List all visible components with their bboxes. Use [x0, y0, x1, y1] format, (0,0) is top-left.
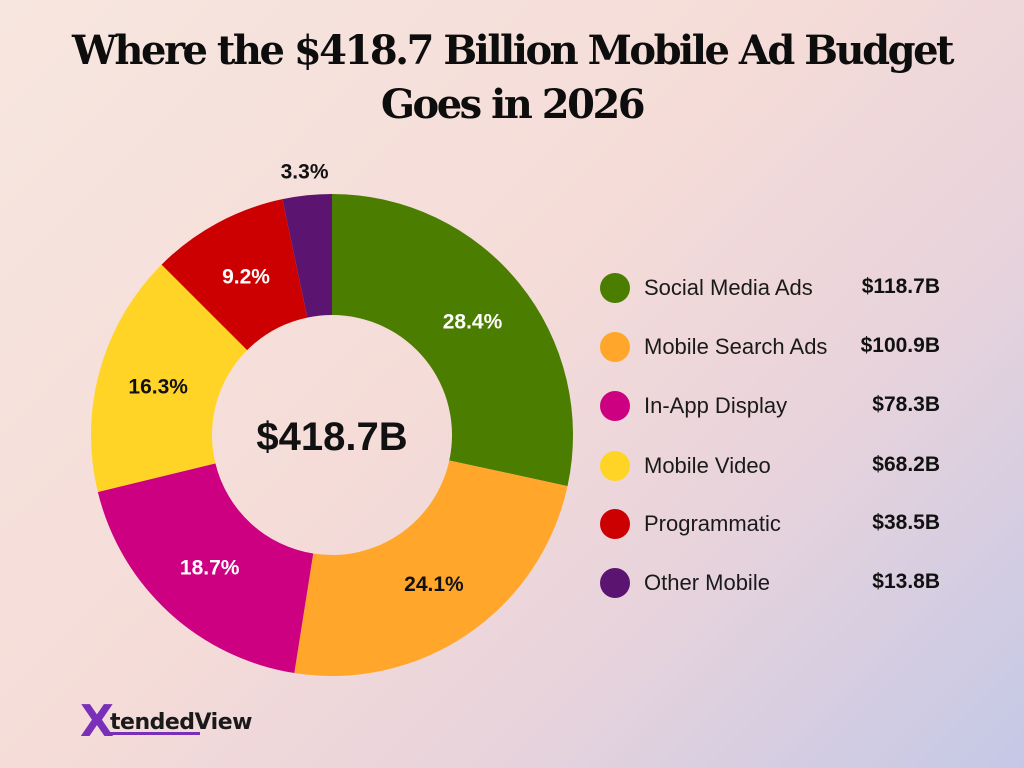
- legend-swatch: [600, 568, 630, 598]
- legend-amount: $78.3B: [872, 393, 940, 416]
- center-total-label: $418.7B: [256, 415, 407, 459]
- legend-amount: $13.8B: [872, 570, 940, 593]
- slice-percent-label: 3.3%: [281, 160, 329, 183]
- legend-item: Mobile Search Ads $100.9B: [600, 326, 980, 366]
- legend-swatch: [600, 451, 630, 481]
- slice-percent-label: 18.7%: [180, 557, 240, 580]
- donut-slice-mobile-video: [91, 264, 248, 492]
- donut-slice-social-media-ads: [332, 194, 573, 487]
- legend-item: Programmatic $38.5B: [600, 503, 980, 543]
- legend-amount: $118.7B: [861, 275, 940, 298]
- legend-swatch: [600, 332, 630, 362]
- legend-label: Other Mobile: [644, 570, 770, 595]
- slice-percent-label: 9.2%: [222, 265, 270, 288]
- donut-slice-other-mobile: [282, 194, 332, 318]
- donut-slice-programmatic: [161, 199, 308, 351]
- legend-item: In-App Display $78.3B: [600, 385, 980, 425]
- donut-slice-mobile-search-ads: [294, 460, 568, 677]
- legend-label: Mobile Search Ads: [644, 334, 828, 359]
- legend-swatch: [600, 273, 630, 303]
- legend-item: Mobile Video $68.2B: [600, 445, 980, 485]
- legend-label: Mobile Video: [644, 453, 771, 478]
- slice-percent-label: 24.1%: [404, 573, 464, 596]
- slice-percent-label: 28.4%: [443, 311, 503, 334]
- legend-amount: $100.9B: [860, 334, 940, 357]
- legend-swatch: [600, 391, 630, 421]
- legend-item: Other Mobile $13.8B: [600, 562, 980, 602]
- xtendedview-logo: X tendedView: [80, 700, 280, 744]
- logo-underline: [108, 732, 200, 735]
- legend-amount: $68.2B: [872, 453, 940, 476]
- donut-slice-in-app-display: [97, 463, 314, 674]
- chart-title: Where the $418.7 Billion Mobile Ad Budge…: [72, 27, 955, 128]
- legend-amount: $38.5B: [872, 511, 940, 534]
- legend-label: Programmatic: [644, 511, 781, 536]
- legend-item: Social Media Ads $118.7B: [600, 267, 980, 307]
- legend-label: Social Media Ads: [644, 275, 813, 300]
- logo-mark: X: [80, 696, 114, 747]
- legend-swatch: [600, 509, 630, 539]
- logo-text: tendedView: [110, 710, 252, 735]
- legend-label: In-App Display: [644, 393, 788, 418]
- slice-percent-label: 16.3%: [128, 375, 188, 398]
